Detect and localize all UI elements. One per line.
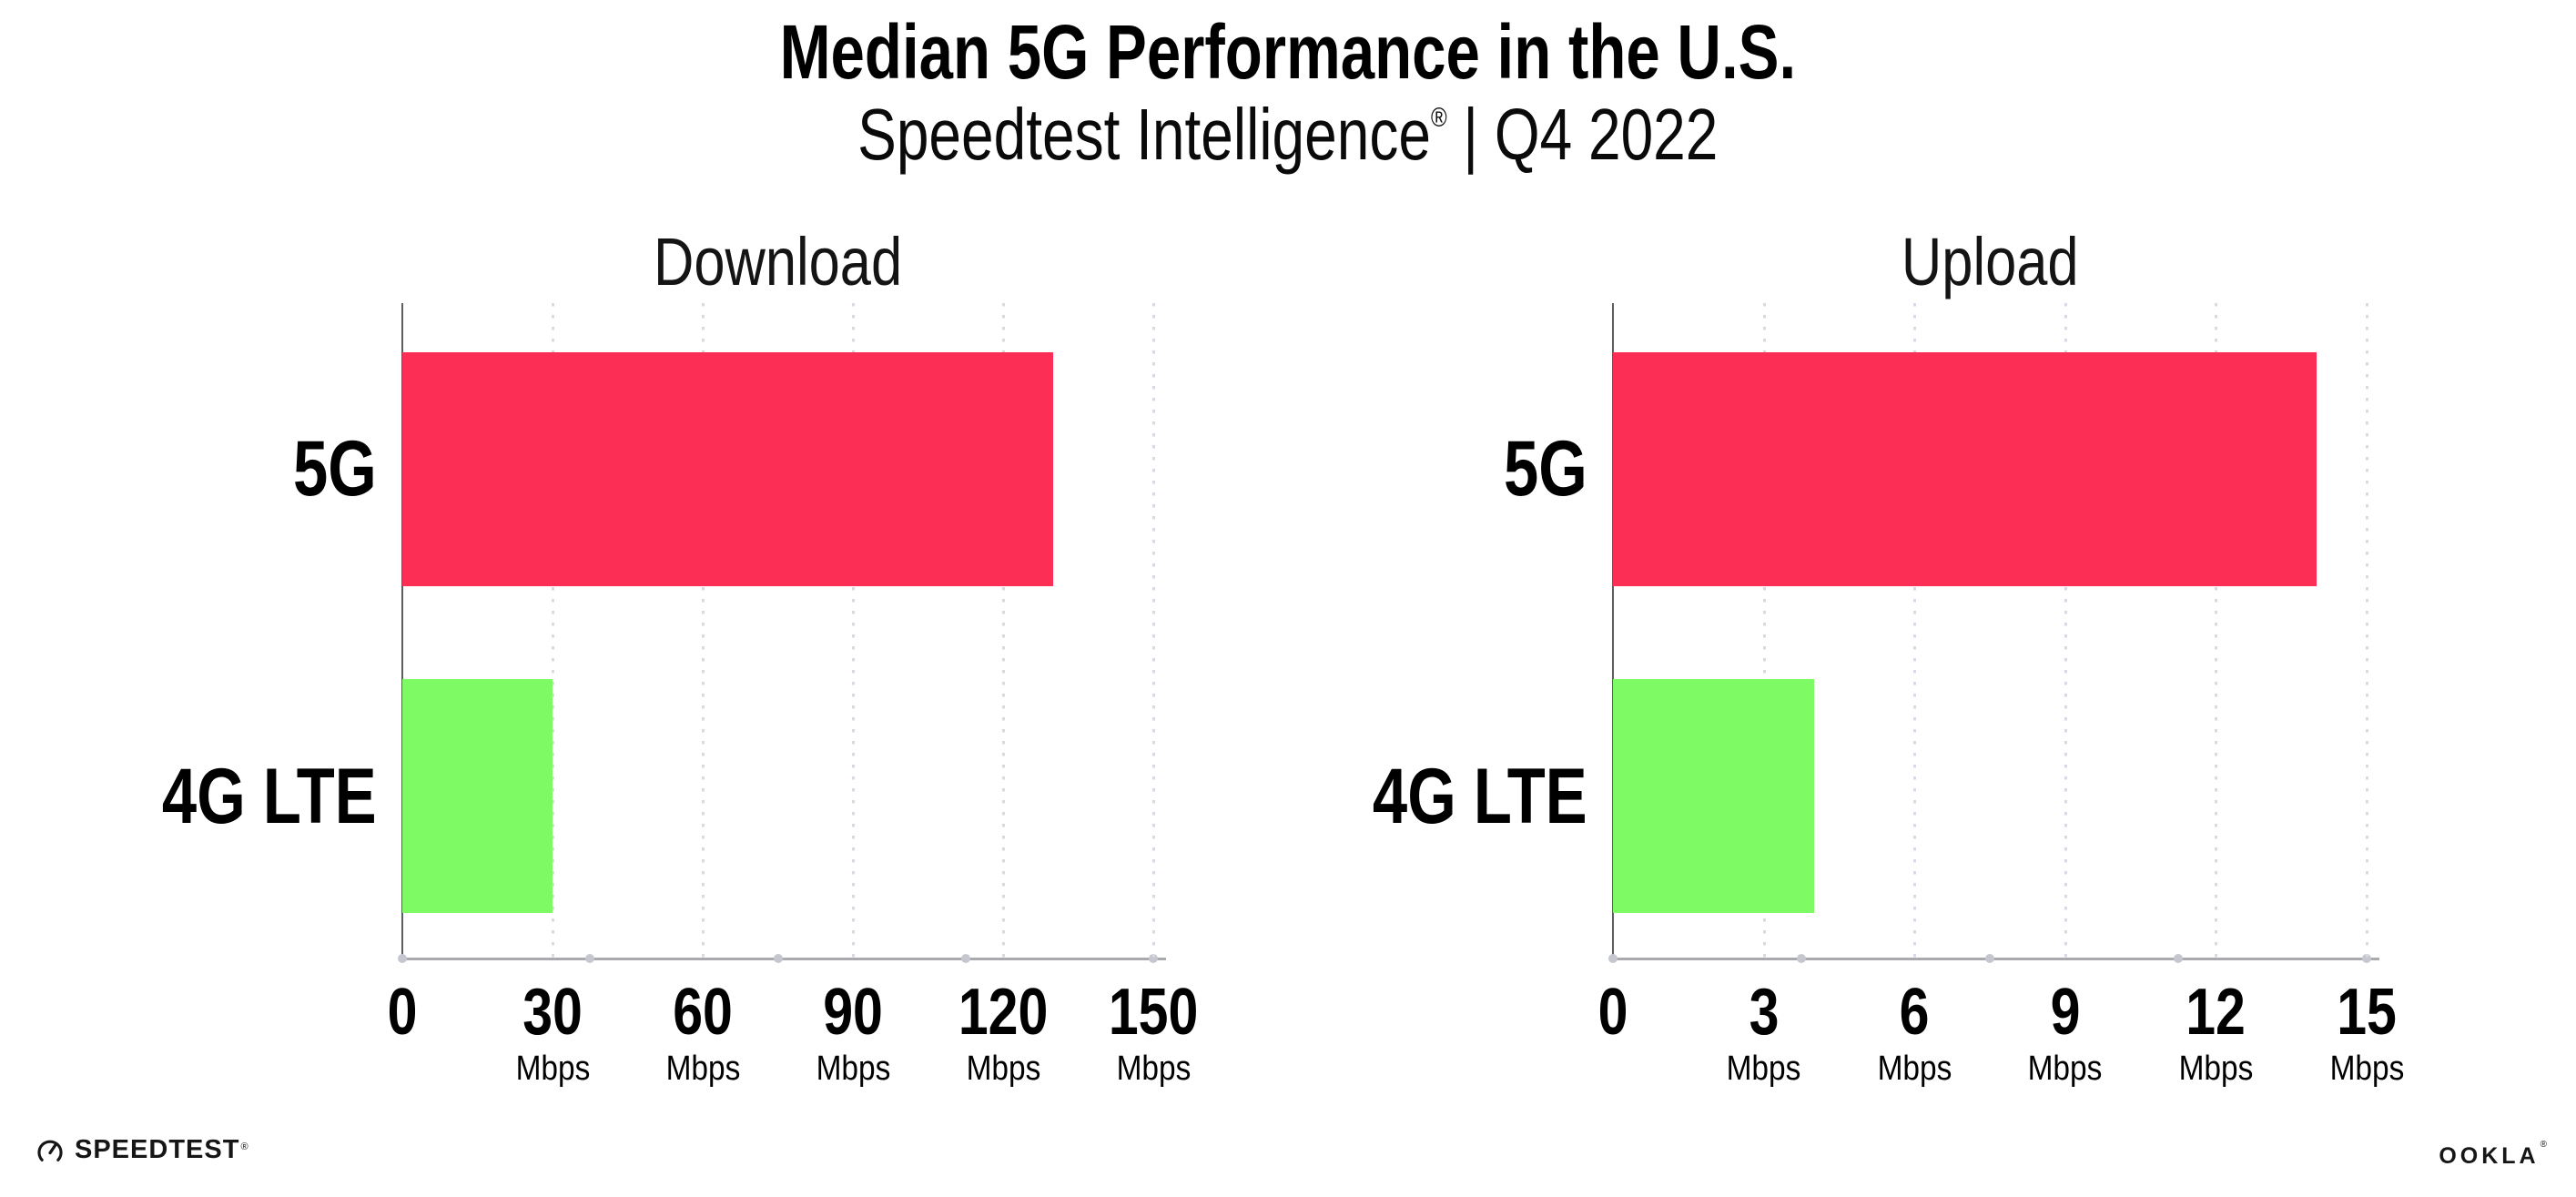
axis-tick-dot	[1608, 954, 1618, 963]
tick-unit: Mbps	[2329, 1050, 2404, 1088]
axis-tick: 30 Mbps	[416, 978, 689, 1087]
tick-value: 9	[2050, 976, 2081, 1049]
speedtest-logo: SPEEDTEST®	[35, 1134, 248, 1165]
ookla-logo: OOKLA ®	[2439, 1140, 2547, 1170]
category-label-4g-lte: 4G LTE	[162, 753, 377, 840]
ookla-wordmark: OOKLA	[2439, 1143, 2540, 1169]
download-chart: Download 0 30 Mbps 60 Mbps 90 Mbps 120 Mbps 150 Mbp…	[162, 228, 1198, 1088]
gridline	[1002, 303, 1005, 958]
page-title: Median 5G Performance in the U.S.	[0, 11, 2576, 93]
bar-4g-lte	[1613, 679, 1814, 913]
tick-unit: Mbps	[515, 1050, 590, 1088]
page-subtitle: Speedtest Intelligence® | Q4 2022	[0, 93, 2576, 193]
axis-tick-dot	[960, 954, 970, 963]
tick-value: 90	[823, 976, 883, 1049]
speedtest-wordmark: SPEEDTEST	[75, 1134, 240, 1164]
axis-tick: 0	[266, 978, 539, 1087]
ookla-registered-icon: ®	[2540, 1140, 2547, 1150]
tick-unit: Mbps	[665, 1050, 740, 1088]
tick-value: 6	[1899, 976, 1930, 1049]
speedtest-gauge-icon	[37, 1140, 63, 1161]
axis-tick-dot	[1149, 954, 1158, 963]
axis-tick-dot	[585, 954, 595, 963]
tick-value: 15	[2337, 976, 2397, 1049]
x-axis-line	[1611, 958, 2379, 960]
page-title-text: Median 5G Performance in the U.S.	[779, 9, 1797, 95]
tick-unit: Mbps	[2178, 1050, 2254, 1088]
gridline	[1152, 303, 1155, 958]
tick-value: 150	[1108, 976, 1199, 1049]
tick-unit: Mbps	[1726, 1050, 1801, 1088]
x-axis-line	[401, 958, 1166, 960]
axis-tick: 9 Mbps	[1929, 978, 2202, 1087]
gridline	[2215, 303, 2218, 958]
axis-tick-dot	[2174, 954, 2183, 963]
axis-tick-dot	[773, 954, 783, 963]
axis-tick: 3 Mbps	[1628, 978, 1901, 1087]
y-axis-line	[1612, 303, 1614, 960]
chart-title-upload: Upload	[1901, 224, 2079, 299]
tick-value: 120	[958, 976, 1049, 1049]
tick-value: 12	[2186, 976, 2246, 1049]
registered-mark-icon: ®	[1431, 103, 1447, 133]
subtitle-period: | Q4 2022	[1446, 94, 1719, 175]
gridline	[2366, 303, 2368, 958]
category-label-5g: 5G	[1504, 425, 1587, 512]
tick-value: 60	[673, 976, 733, 1049]
tick-unit: Mbps	[2027, 1050, 2103, 1088]
gridline	[552, 303, 554, 958]
bar-5g	[1613, 352, 2317, 586]
axis-tick-dot	[398, 954, 407, 963]
gridline	[702, 303, 705, 958]
tick-value: 0	[387, 976, 418, 1049]
gridline	[852, 303, 855, 958]
upload-chart: Upload 0 3 Mbps 6 Mbps 9 Mbps 12 Mbps 15 Mbps 5G 4G L…	[1373, 228, 2404, 1088]
tick-value: 0	[1597, 976, 1628, 1049]
tick-unit: Mbps	[1877, 1050, 1952, 1088]
tick-unit: Mbps	[966, 1050, 1040, 1088]
axis-tick: 60 Mbps	[566, 978, 839, 1087]
tick-unit: Mbps	[816, 1050, 890, 1088]
category-label-5g: 5G	[293, 425, 377, 512]
axis-tick: 150 Mbps	[1017, 978, 1290, 1087]
axis-tick: 15 Mbps	[2230, 978, 2503, 1087]
speedtest-trademark-icon: ®	[240, 1141, 248, 1152]
gridline	[1913, 303, 1917, 958]
bar-5g	[402, 352, 1053, 586]
axis-tick: 6 Mbps	[1778, 978, 2051, 1087]
gridline	[2064, 303, 2067, 958]
axis-tick: 0	[1476, 978, 1749, 1087]
tick-unit: Mbps	[1116, 1050, 1191, 1088]
tick-value: 3	[1749, 976, 1780, 1049]
gridline	[1762, 303, 1766, 958]
axis-tick: 120 Mbps	[867, 978, 1140, 1087]
axis-tick-dot	[2362, 954, 2371, 963]
axis-tick-dot	[1797, 954, 1806, 963]
category-label-4g-lte: 4G LTE	[1373, 753, 1587, 840]
chart-title-download: Download	[653, 224, 903, 299]
axis-tick: 90 Mbps	[716, 978, 989, 1087]
y-axis-line	[401, 303, 403, 960]
axis-tick-dot	[1985, 954, 1994, 963]
bar-4g-lte	[402, 679, 553, 913]
subtitle-brand: Speedtest Intelligence	[857, 94, 1432, 175]
axis-tick: 12 Mbps	[2079, 978, 2352, 1087]
tick-value: 30	[522, 976, 583, 1049]
